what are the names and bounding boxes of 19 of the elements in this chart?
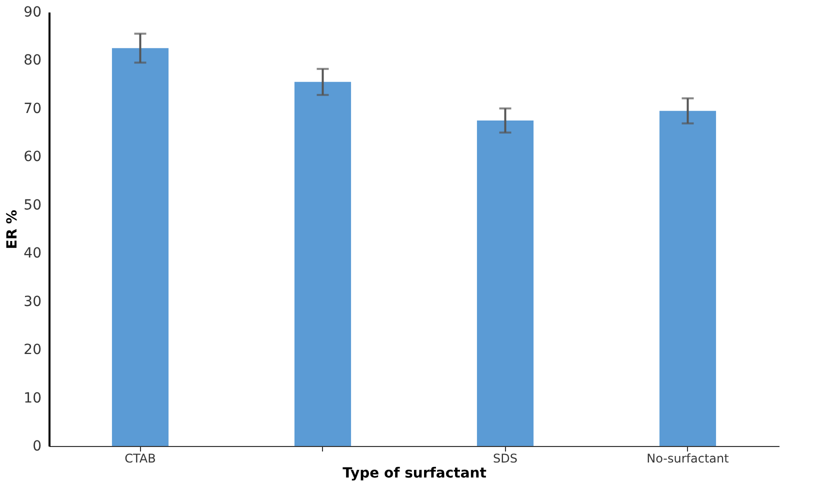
x-tick-label: No-surfactant bbox=[646, 452, 730, 466]
y-tick-label: 60 bbox=[24, 149, 42, 166]
y-tick-label: 40 bbox=[24, 246, 42, 262]
y-tick-label: 10 bbox=[24, 390, 42, 406]
y-tick-label: 50 bbox=[24, 197, 42, 214]
y-tick-label: 80 bbox=[24, 52, 42, 69]
y-tick-label: 30 bbox=[24, 294, 42, 310]
y-tick-label: 0 bbox=[32, 438, 42, 454]
y-tick-label: 70 bbox=[24, 100, 42, 117]
bar bbox=[294, 82, 352, 446]
bar bbox=[112, 48, 169, 446]
bar bbox=[659, 110, 716, 446]
y-axis-title: ER % bbox=[4, 210, 21, 250]
x-axis-title: Type of surfactant bbox=[342, 466, 487, 482]
x-tick-label: CTAB bbox=[124, 452, 156, 466]
x-tick-label: SDS bbox=[493, 452, 518, 466]
bar bbox=[476, 120, 534, 446]
y-tick-label: 20 bbox=[24, 342, 42, 358]
y-tick-label: 90 bbox=[24, 4, 42, 20]
